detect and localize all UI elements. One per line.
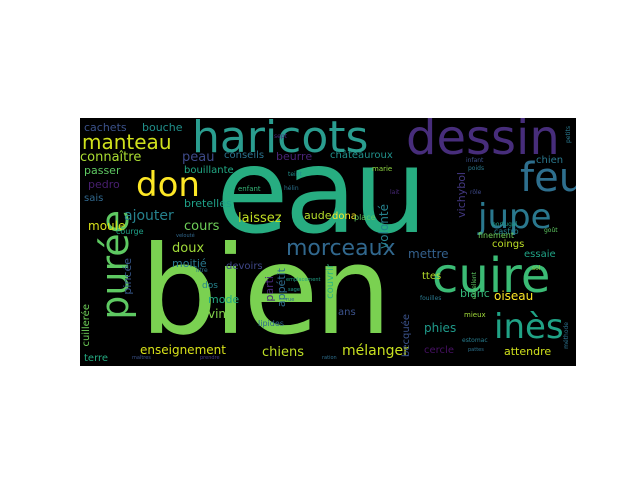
word: velouté [176, 233, 195, 239]
word: estomac [462, 337, 488, 344]
word: finement [478, 231, 514, 240]
word: bretelles [184, 197, 232, 210]
word: pincée [121, 258, 134, 295]
word: mieux [464, 311, 486, 319]
word: maîtres [132, 355, 151, 361]
word: haricots [192, 118, 369, 163]
word: inès [494, 307, 564, 347]
word: sol [532, 265, 541, 272]
word: cachets [84, 121, 127, 134]
word: excellent [471, 272, 478, 300]
word: cours [184, 219, 220, 234]
word: volonté [377, 204, 391, 249]
word: essaie [524, 249, 556, 260]
word: poids [468, 165, 485, 172]
word: goût [544, 227, 558, 234]
word: feu [520, 155, 576, 201]
word: emplacement [286, 277, 321, 283]
word: petits [565, 126, 572, 143]
word: moitié [172, 257, 207, 270]
word: infant [466, 157, 484, 164]
word: cuillerée [81, 304, 92, 347]
word: bouche [142, 121, 183, 134]
word: connaître [80, 150, 142, 165]
word: aude [304, 209, 332, 222]
word: lipides [258, 319, 284, 328]
word: coings [492, 239, 525, 250]
word: passer [84, 164, 121, 177]
word: châteauroux [330, 150, 393, 161]
word: ration [322, 355, 337, 361]
word: sais [84, 193, 104, 204]
word: courge [116, 227, 144, 236]
word: litre [196, 267, 208, 274]
word: ttes [422, 271, 442, 282]
word: becquée [401, 314, 412, 357]
word: morceaux [286, 236, 396, 261]
word: couvrir [325, 264, 336, 299]
word: mélanger [342, 343, 409, 359]
word: castro [494, 227, 519, 236]
word: ans [338, 307, 356, 318]
word: peau [182, 150, 215, 165]
word: sage [288, 287, 300, 293]
word: laissez [238, 211, 282, 226]
word: vin [208, 307, 227, 321]
word: blanc [460, 287, 490, 300]
word: hélin [284, 185, 299, 192]
word: attendre [504, 345, 552, 358]
word: manteau [82, 130, 172, 154]
word: pedro [88, 178, 120, 191]
word: cuire [432, 248, 551, 304]
word: pattes [468, 347, 484, 353]
word: don [136, 165, 200, 205]
word: bouillante [184, 165, 234, 176]
word: portugal [492, 221, 518, 228]
word: cercle [424, 345, 454, 356]
word: bien [140, 220, 392, 362]
word: sept [274, 133, 287, 140]
word: doux [172, 241, 205, 256]
word: lait [390, 189, 400, 196]
word: terre [84, 353, 109, 364]
word: beurre [276, 150, 313, 163]
word: prendre [200, 355, 220, 361]
word: oiseau [494, 289, 534, 303]
word: place [354, 213, 376, 222]
word: jupe [478, 197, 552, 237]
word: enseignement [140, 343, 226, 357]
word: phies [424, 321, 457, 335]
word: rue [286, 297, 295, 303]
word: dos [202, 281, 218, 291]
word: eau [216, 122, 428, 260]
word: teint [288, 171, 302, 178]
word: ajouter [124, 208, 174, 224]
word: dona [332, 211, 357, 222]
word: vichybol [455, 172, 468, 218]
word: marie [372, 165, 393, 173]
word: mode [208, 293, 240, 306]
word: enfant [238, 185, 261, 193]
word: méthode [563, 322, 570, 349]
word: dessin [406, 118, 560, 166]
word: fouilles [420, 295, 442, 302]
word: moule [88, 219, 126, 233]
word: devoirs [226, 261, 263, 272]
word: mettre [408, 247, 449, 261]
word-cloud: eau bien dessin haricots cuire feu jupe … [80, 118, 576, 366]
word: chiens [262, 345, 305, 360]
word: chien [536, 155, 564, 166]
word: rôle [470, 189, 482, 196]
word: parti [263, 276, 276, 302]
word: conseils [224, 150, 265, 161]
